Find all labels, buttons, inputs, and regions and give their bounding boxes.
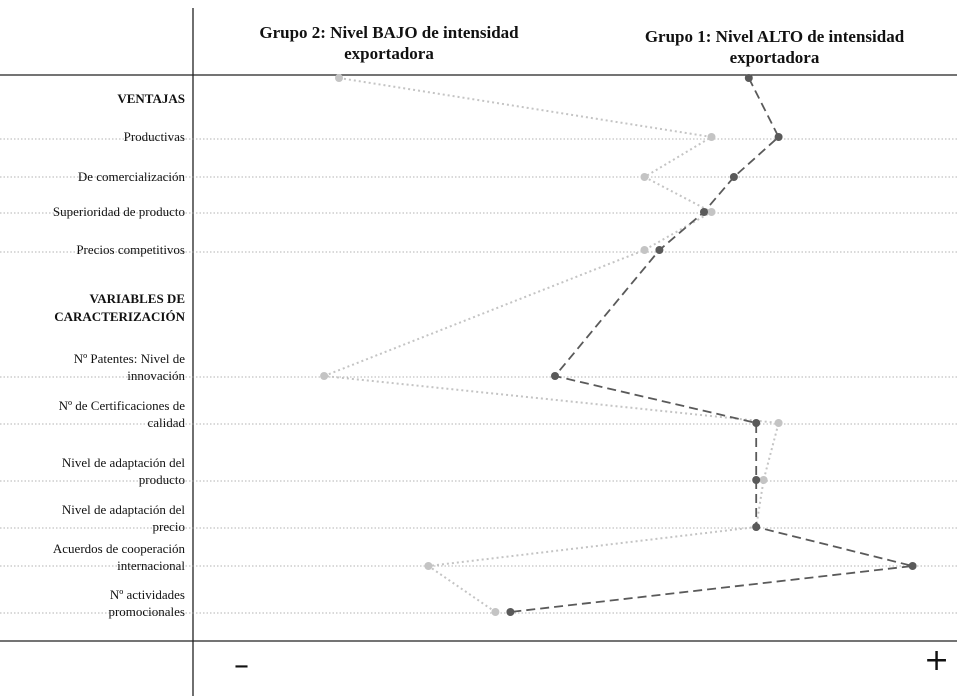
row-label: producto bbox=[139, 472, 185, 487]
section-heading: VENTAJAS bbox=[117, 91, 185, 106]
row-label: Precios competitivos bbox=[76, 242, 185, 257]
row-label: Nivel de adaptación del bbox=[62, 455, 185, 470]
series-2-point bbox=[774, 133, 783, 141]
row-label: De comercialización bbox=[78, 169, 186, 184]
row-label: Acuerdos de cooperación bbox=[53, 541, 186, 556]
series-1-point bbox=[491, 608, 500, 616]
section-heading: VARIABLES DE bbox=[90, 291, 186, 306]
series-2-point bbox=[752, 523, 761, 531]
row-label: Nivel de adaptación del bbox=[62, 502, 185, 517]
series-2-point bbox=[700, 208, 708, 216]
row-label: Nº actividades bbox=[110, 587, 185, 602]
series-2-point bbox=[506, 608, 515, 616]
series-1-point bbox=[759, 476, 768, 484]
row-label: internacional bbox=[117, 558, 185, 573]
axis-min-label: – bbox=[234, 648, 249, 683]
series-2-point bbox=[752, 419, 761, 427]
section-heading: CARACTERIZACIÓN bbox=[54, 309, 185, 324]
series-1-point bbox=[320, 372, 329, 380]
series-2-point bbox=[551, 372, 559, 380]
series-1-point bbox=[774, 419, 783, 427]
series-2-point bbox=[908, 562, 917, 570]
series-1-point bbox=[424, 562, 433, 570]
row-label: innovación bbox=[127, 368, 185, 383]
series-1-point bbox=[707, 208, 716, 216]
row-label: promocionales bbox=[108, 604, 185, 619]
series-1-point bbox=[707, 133, 716, 141]
group1-header: Grupo 1: Nivel ALTO de intensidad export… bbox=[644, 27, 905, 67]
series-2-point bbox=[729, 173, 738, 181]
row-label: Productivas bbox=[124, 129, 185, 144]
axis-max-label: + bbox=[924, 643, 950, 678]
row-label: Nº de Certificaciones de bbox=[59, 398, 186, 413]
series-2-point bbox=[752, 476, 761, 484]
series-2-point bbox=[655, 246, 664, 254]
row-label: precio bbox=[153, 519, 185, 534]
series-2-point bbox=[744, 74, 753, 82]
series-1-point bbox=[640, 246, 649, 254]
row-label: Nº Patentes: Nivel de bbox=[74, 351, 185, 366]
series-1-point bbox=[640, 173, 649, 181]
series-1-point bbox=[335, 74, 343, 82]
row-label: calidad bbox=[147, 415, 185, 430]
row-label: Superioridad de producto bbox=[53, 204, 185, 219]
group2-header: Grupo 2: Nivel BAJO de intensidad export… bbox=[259, 23, 519, 63]
series-line-1 bbox=[323, 77, 780, 613]
